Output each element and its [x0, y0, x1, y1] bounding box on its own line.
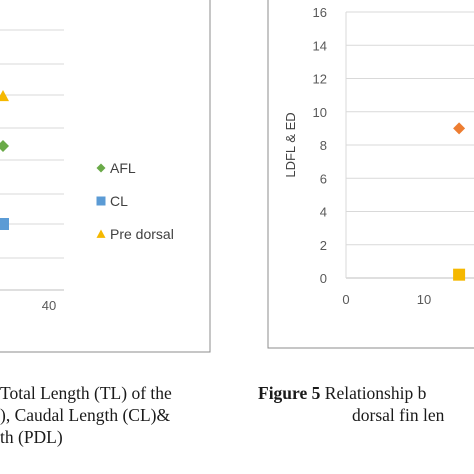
left-chart-gridlines [0, 29, 64, 291]
right-caption-text-1: Relationship b [320, 383, 427, 403]
legend-label-pre-dorsal: Pre dorsal [110, 226, 174, 242]
right-x-tick-label: 0 [342, 292, 349, 307]
right-y-tick-label: 10 [313, 105, 327, 120]
right-y-tick-label: 16 [313, 5, 327, 20]
right-y-tick-label: 12 [313, 72, 327, 87]
left-chart-border [0, 0, 211, 353]
legend-label-cl: CL [110, 193, 128, 209]
right-chart: 0 2 4 6 8 10 12 14 16 0 10 LDFL & ED [267, 0, 474, 349]
figure-label: Figure 5 [258, 383, 321, 403]
right-point-2 [453, 268, 466, 281]
right-chart-gridlines [345, 11, 474, 279]
right-y-axis-label: LDFL & ED [283, 112, 298, 177]
legend-marker-afl [96, 163, 106, 173]
right-y-tick-label: 6 [320, 171, 327, 186]
left-point-pre-dorsal [0, 90, 9, 102]
legend-marker-pre-dorsal [96, 229, 106, 238]
right-chart-points [453, 122, 466, 281]
left-point-afl [0, 140, 9, 152]
left-chart-points [0, 90, 9, 230]
right-y-tick-label: 14 [313, 38, 327, 53]
right-chart-border [267, 0, 474, 349]
left-caption-line-2: ), Caudal Length (CL)& [0, 405, 171, 425]
right-y-tick-label: 8 [320, 138, 327, 153]
right-x-tick-label: 10 [417, 292, 431, 307]
right-caption-line-1: Figure 5 Relationship b [258, 382, 444, 404]
left-point-cl [0, 218, 9, 230]
right-caption-line-2: dorsal fin len [352, 405, 445, 425]
right-y-tick-label: 4 [320, 205, 327, 220]
left-caption: Total Length (TL) of the ), Caudal Lengt… [0, 382, 172, 448]
right-y-tick-label: 0 [320, 271, 327, 286]
legend-marker-cl [96, 196, 106, 206]
right-caption: Figure 5 Relationship b dorsal fin len [258, 382, 444, 426]
left-caption-line-1: Total Length (TL) of the [0, 383, 172, 403]
right-chart-x-ticks: 0 10 [342, 292, 431, 307]
left-chart-legend: AFL CL Pre dorsal [96, 160, 174, 242]
left-chart: 40 AFL CL Pre dorsal [0, 0, 211, 353]
legend-label-afl: AFL [110, 160, 136, 176]
right-chart-y-ticks: 0 2 4 6 8 10 12 14 16 [313, 5, 327, 286]
left-caption-line-3: th (PDL) [0, 427, 63, 447]
right-point-1 [453, 122, 466, 135]
left-x-tick-label: 40 [42, 298, 56, 313]
right-y-tick-label: 2 [320, 238, 327, 253]
